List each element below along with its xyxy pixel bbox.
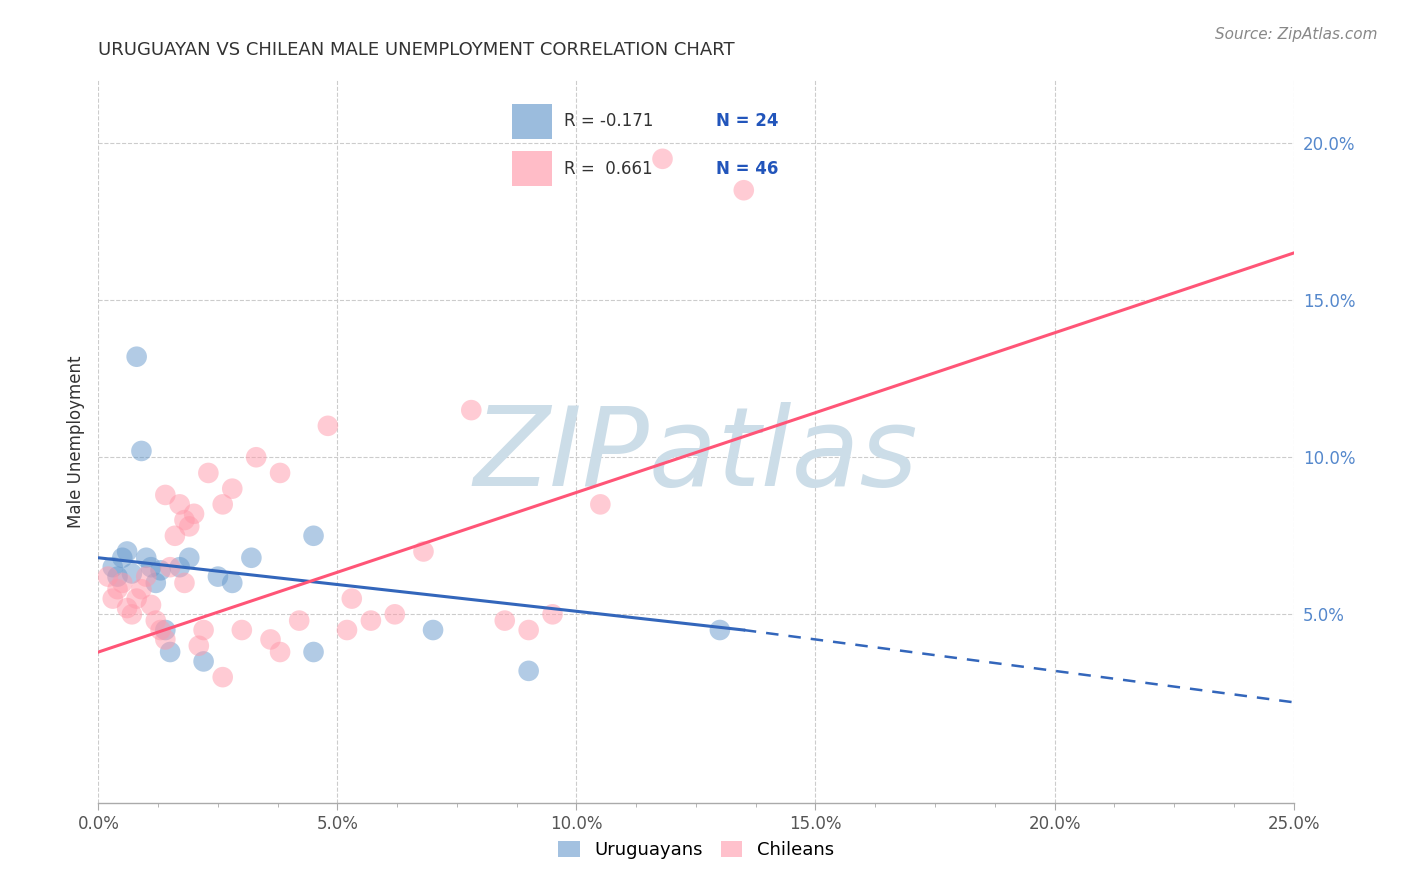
Point	[589, 497, 612, 511]
Point	[149, 623, 172, 637]
Text: R = -0.171: R = -0.171	[564, 112, 654, 130]
Point	[169, 560, 191, 574]
Text: R =  0.661: R = 0.661	[564, 160, 652, 178]
Point	[155, 632, 177, 647]
Point	[211, 497, 233, 511]
Point	[259, 632, 281, 647]
Point	[384, 607, 406, 622]
Point	[336, 623, 359, 637]
Point	[302, 645, 325, 659]
Point	[221, 575, 243, 590]
Point	[107, 582, 129, 597]
Point	[101, 560, 124, 574]
Point	[139, 560, 162, 574]
Point	[460, 403, 482, 417]
Point	[211, 670, 233, 684]
Point	[360, 614, 382, 628]
Point	[412, 544, 434, 558]
Point	[115, 544, 138, 558]
Point	[651, 152, 673, 166]
Point	[111, 575, 134, 590]
Point	[302, 529, 325, 543]
Point	[97, 569, 120, 583]
Point	[733, 183, 755, 197]
Point	[159, 560, 181, 574]
Point	[269, 645, 291, 659]
Point	[155, 488, 177, 502]
Point	[169, 497, 191, 511]
Point	[183, 507, 205, 521]
Point	[139, 598, 162, 612]
Point	[517, 623, 540, 637]
Point	[245, 450, 267, 465]
Point	[179, 519, 201, 533]
Point	[316, 418, 339, 433]
Point	[179, 550, 201, 565]
Point	[340, 591, 363, 606]
Point	[187, 639, 209, 653]
Point	[125, 350, 148, 364]
Point	[131, 582, 153, 597]
Point	[155, 623, 177, 637]
Point	[231, 623, 253, 637]
Point	[159, 645, 181, 659]
Point	[517, 664, 540, 678]
Point	[422, 623, 444, 637]
Point	[131, 444, 153, 458]
Text: N = 46: N = 46	[716, 160, 778, 178]
Point	[145, 575, 167, 590]
Point	[541, 607, 564, 622]
Text: N = 24: N = 24	[716, 112, 778, 130]
Y-axis label: Male Unemployment: Male Unemployment	[66, 355, 84, 528]
Text: URUGUAYAN VS CHILEAN MALE UNEMPLOYMENT CORRELATION CHART: URUGUAYAN VS CHILEAN MALE UNEMPLOYMENT C…	[98, 41, 735, 59]
Point	[193, 623, 215, 637]
Point	[494, 614, 516, 628]
Point	[193, 655, 215, 669]
Point	[173, 575, 195, 590]
Point	[115, 601, 138, 615]
Text: Source: ZipAtlas.com: Source: ZipAtlas.com	[1215, 27, 1378, 42]
Point	[107, 569, 129, 583]
Point	[135, 550, 157, 565]
Point	[149, 563, 172, 577]
FancyBboxPatch shape	[512, 151, 551, 186]
Point	[121, 566, 143, 581]
Text: ZIPatlas: ZIPatlas	[474, 402, 918, 509]
Point	[121, 607, 143, 622]
FancyBboxPatch shape	[512, 104, 551, 139]
Point	[269, 466, 291, 480]
Legend: Uruguayans, Chileans: Uruguayans, Chileans	[551, 833, 841, 866]
Point	[207, 569, 229, 583]
Point	[101, 591, 124, 606]
Point	[111, 550, 134, 565]
Point	[163, 529, 186, 543]
Point	[197, 466, 219, 480]
Point	[173, 513, 195, 527]
Point	[221, 482, 243, 496]
Point	[709, 623, 731, 637]
Point	[125, 591, 148, 606]
Point	[288, 614, 311, 628]
Point	[145, 614, 167, 628]
Point	[135, 569, 157, 583]
Point	[240, 550, 263, 565]
